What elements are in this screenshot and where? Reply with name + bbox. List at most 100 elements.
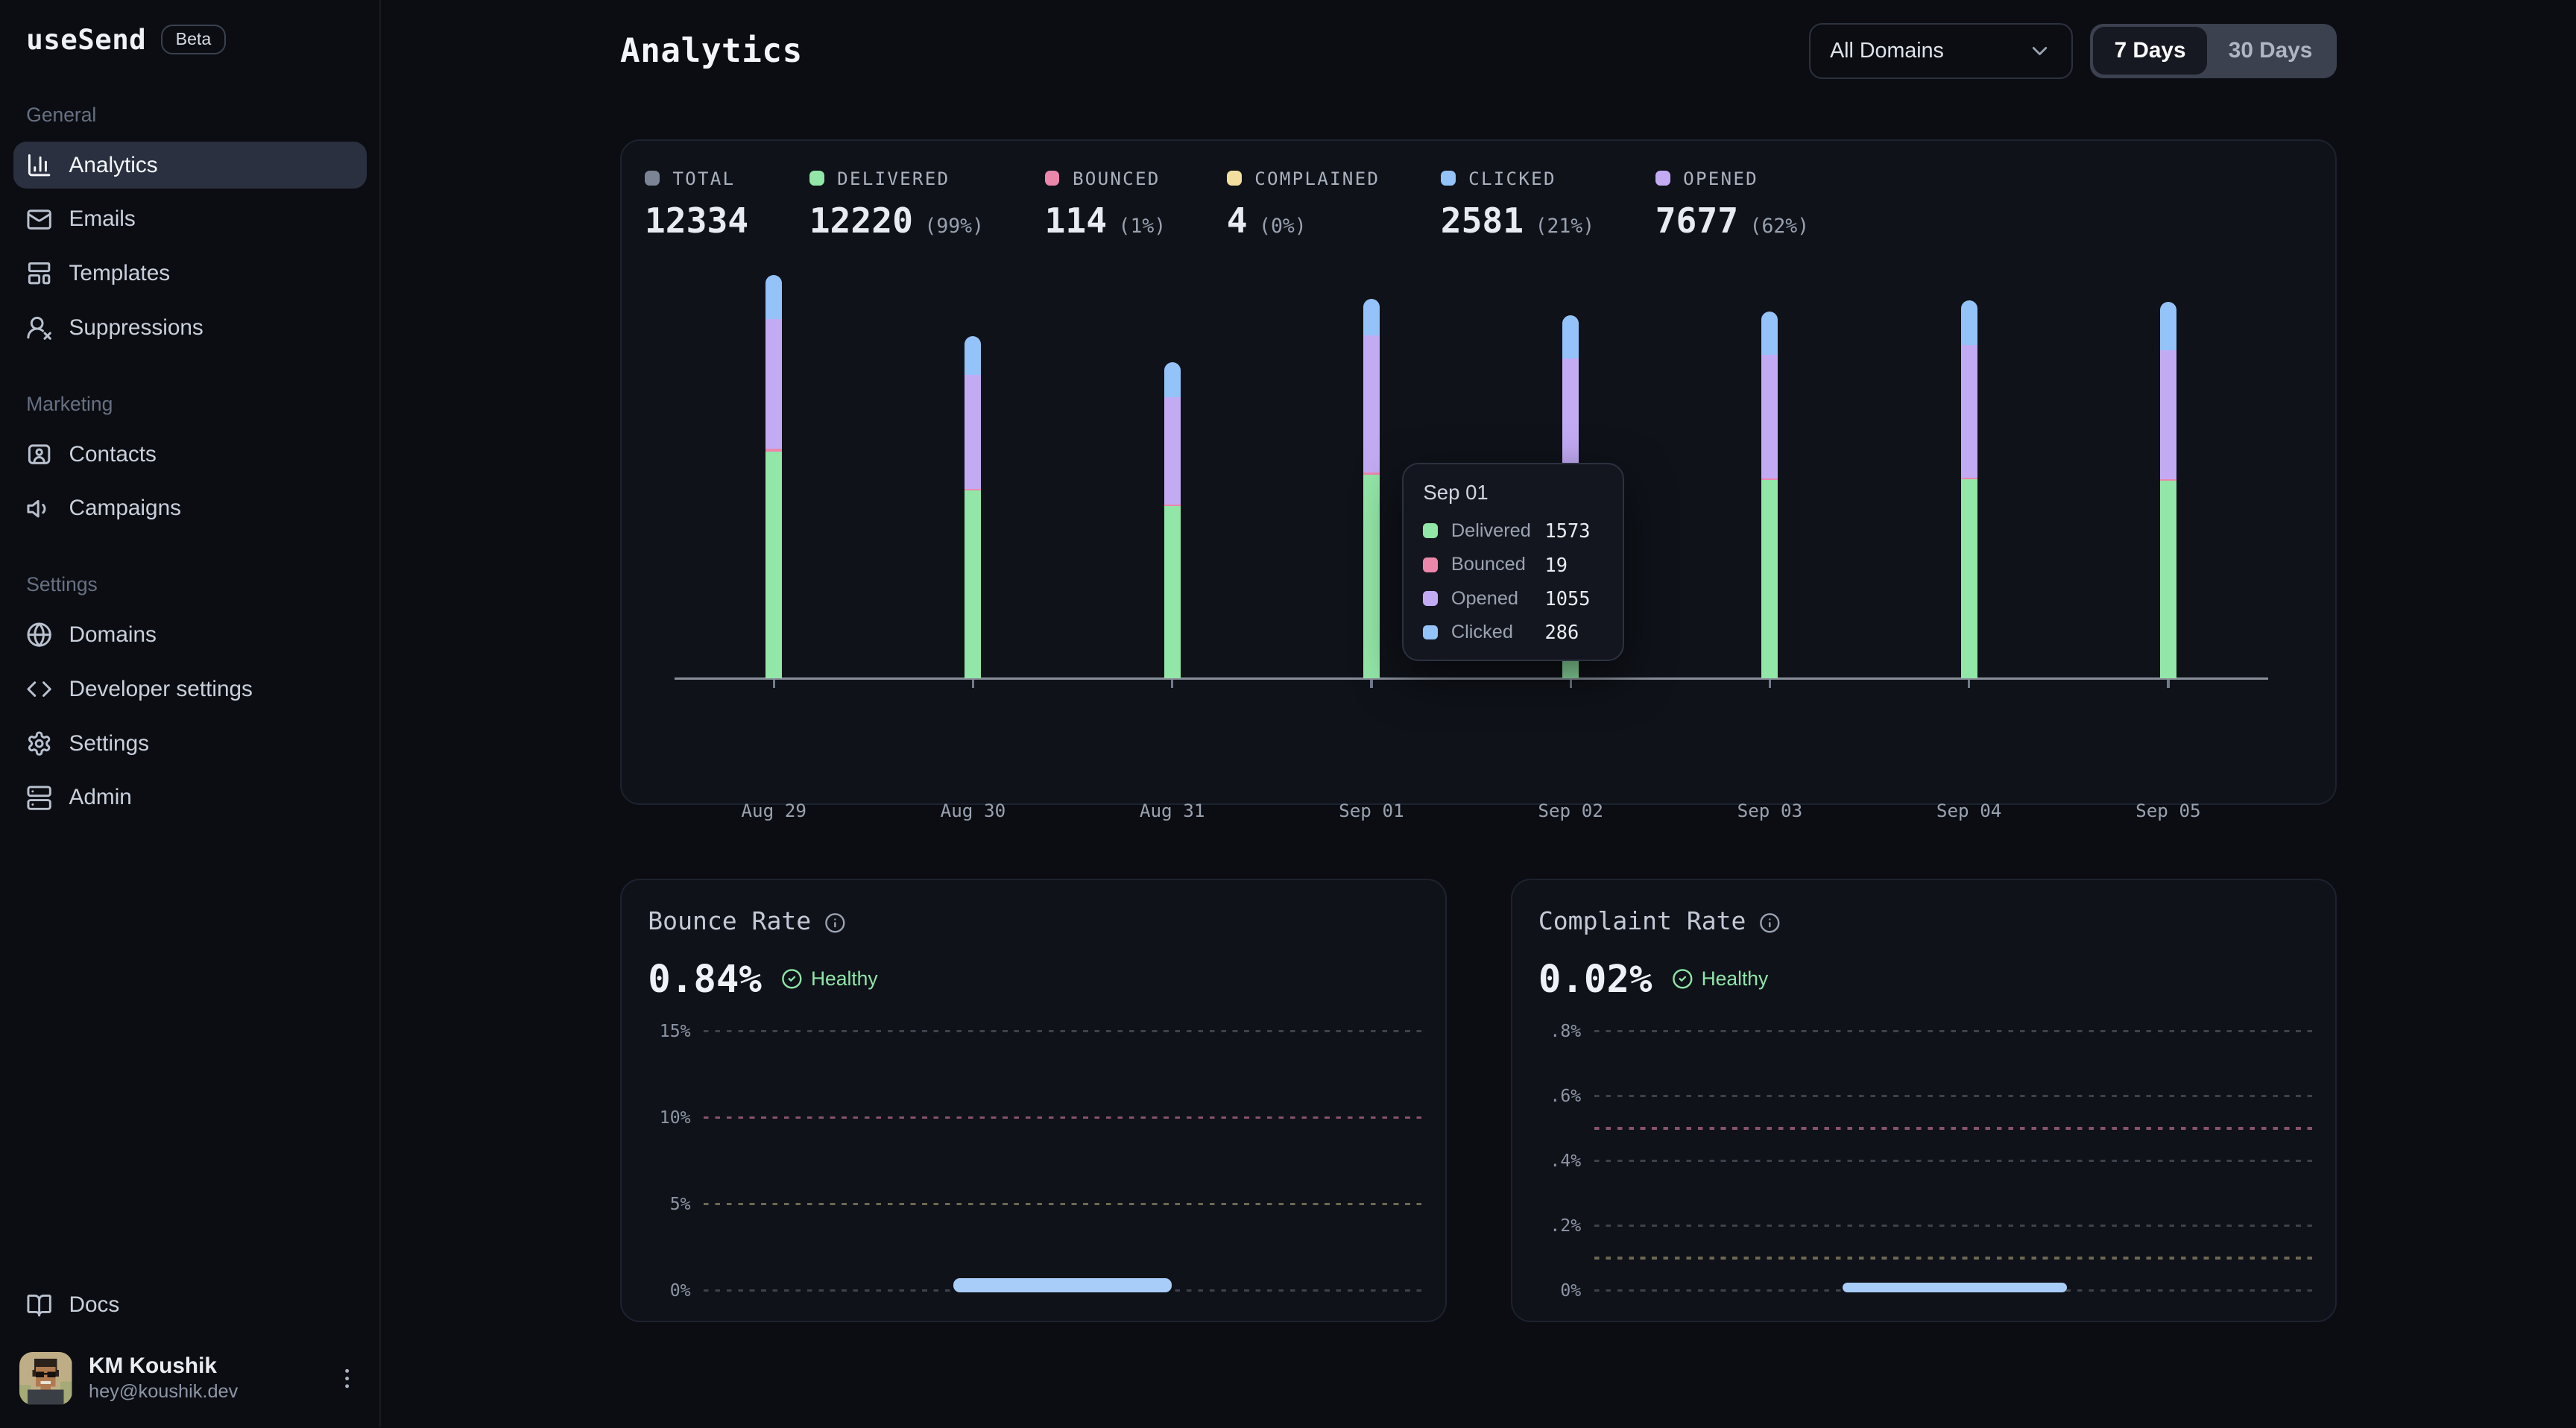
logo-row: useSend Beta <box>13 23 367 56</box>
volume-bar-segment-bounced <box>765 448 783 452</box>
x-axis-tick <box>1370 680 1373 689</box>
volume-bar-segment-delivered <box>1164 506 1181 679</box>
layout-template-icon <box>26 260 52 286</box>
tooltip-label: Opened <box>1450 587 1518 609</box>
stat-dot <box>644 171 660 186</box>
stat-label-row: BOUNCED <box>1044 168 1167 189</box>
code-icon <box>26 676 52 702</box>
stat-label: OPENED <box>1683 167 1758 189</box>
x-axis-label: Sep 04 <box>1936 800 2002 822</box>
stat-dot <box>1440 171 1456 186</box>
volume-bar-segment-delivered <box>2159 480 2176 679</box>
tooltip-label: Bounced <box>1450 554 1526 575</box>
user-menu[interactable]: KM Koushik hey@koushik.dev <box>13 1352 367 1405</box>
gridline-dashes <box>1594 1257 2313 1260</box>
volume-bar-sep-01[interactable] <box>1363 298 1380 679</box>
volume-bar-segment-opened <box>1164 397 1181 505</box>
stat-value: 114 <box>1044 200 1108 241</box>
sidebar-item-label: Campaigns <box>69 496 182 521</box>
stat-label-row: OPENED <box>1655 168 1809 189</box>
volume-bar-aug-29[interactable] <box>765 275 783 679</box>
sidebar-item-developer-settings[interactable]: Developer settings <box>13 666 367 713</box>
info-icon[interactable] <box>1759 911 1781 933</box>
domain-select[interactable]: All Domains <box>1808 22 2074 79</box>
sidebar-item-admin[interactable]: Admin <box>13 774 367 821</box>
rate-chart-bar[interactable] <box>953 1277 1172 1293</box>
y-tick-label: 0% <box>1560 1281 1582 1301</box>
x-axis-label: Sep 02 <box>1538 800 1603 822</box>
rate-value: 0.02% <box>1538 957 1652 1002</box>
y-tick-label: 5% <box>669 1195 691 1215</box>
rate-card-title-row: Complaint Rate <box>1538 906 2309 935</box>
sidebar-item-templates[interactable]: Templates <box>13 250 367 297</box>
volume-bar-segment-delivered <box>1960 478 1977 679</box>
more-vertical-icon[interactable] <box>334 1365 360 1391</box>
sidebar-item-label: Emails <box>69 206 136 232</box>
volume-bar-segment-clicked <box>1761 312 1778 355</box>
sidebar-item-domains[interactable]: Domains <box>13 611 367 659</box>
status-text: Healthy <box>1701 967 1769 991</box>
x-axis-tick <box>1171 680 1174 689</box>
stat-label: CLICKED <box>1468 167 1556 189</box>
volume-bar-sep-03[interactable] <box>1761 312 1778 679</box>
stat-label: DELIVERED <box>837 167 950 189</box>
sidebar-item-docs[interactable]: Docs <box>13 1281 367 1329</box>
rate-chart-bar[interactable] <box>1842 1283 2067 1293</box>
gridline-dashes <box>1594 1224 2313 1228</box>
range-option-30-days[interactable]: 30 Days <box>2228 38 2313 63</box>
volume-bar-segment-clicked <box>1562 315 1579 358</box>
tooltip-date: Sep 01 <box>1423 481 1489 505</box>
sidebar-item-label: Domains <box>69 622 157 648</box>
rate-value-row: 0.02% Healthy <box>1538 957 2309 1001</box>
info-icon[interactable] <box>824 911 846 933</box>
volume-bar-aug-30[interactable] <box>965 336 982 679</box>
volume-chart: Aug 29 Aug 30 Aug 31 Sep 01 Sep 02 Sep 03 Sep … <box>674 253 2268 821</box>
sidebar-section-marketing: Marketing Contacts Campaigns <box>13 393 367 532</box>
volume-bar-segment-delivered <box>965 490 982 679</box>
app-logo: useSend <box>26 22 147 56</box>
volume-bar-segment-delivered <box>765 452 783 679</box>
y-tick-label: 15% <box>659 1021 691 1041</box>
stat-value: 2581 <box>1440 200 1524 241</box>
sidebar-item-label: Templates <box>69 260 171 285</box>
main-area: Analytics All Domains 7 Days 30 Days TOTA… <box>381 0 2576 1427</box>
volume-bar-sep-04[interactable] <box>1960 300 1977 679</box>
page-header: Analytics All Domains 7 Days 30 Days <box>620 22 2337 79</box>
x-axis-label: Sep 05 <box>2135 800 2201 822</box>
sidebar-item-contacts[interactable]: Contacts <box>13 431 367 478</box>
volume-bar-segment-clicked <box>2159 302 2176 351</box>
tooltip-value: 286 <box>1544 621 1579 644</box>
sidebar-item-label: Contacts <box>69 441 157 467</box>
x-axis-line <box>674 677 2268 680</box>
range-option-7-days[interactable]: 7 Days <box>2092 27 2208 75</box>
status-text: Healthy <box>810 967 878 991</box>
rate-card-title-row: Bounce Rate <box>648 906 1418 935</box>
y-tick-label: .6% <box>1550 1086 1582 1106</box>
volume-bar-aug-31[interactable] <box>1164 362 1181 679</box>
stat-percentage: (62%) <box>1749 215 1810 238</box>
sidebar-item-settings[interactable]: Settings <box>13 720 367 768</box>
sidebar-item-analytics[interactable]: Analytics <box>13 141 367 189</box>
volume-bar-segment-bounced <box>2159 478 2176 481</box>
stat-value-row: 7677 (62%) <box>1655 200 1809 241</box>
tooltip-color-swatch <box>1423 557 1439 572</box>
volume-bar-segment-bounced <box>1363 472 1380 475</box>
bounce-rate-card: Bounce Rate 0.84% Healthy 15% 10% 5% 0% <box>620 879 1447 1323</box>
sidebar-item-suppressions[interactable]: Suppressions <box>13 304 367 352</box>
sidebar-item-emails[interactable]: Emails <box>13 195 367 243</box>
volume-bar-sep-05[interactable] <box>2159 302 2176 679</box>
gridline-dashes <box>1594 1029 2313 1033</box>
user-x-icon <box>26 315 52 341</box>
chevron-down-icon <box>2027 39 2052 63</box>
volume-bar-segment-opened <box>765 319 783 449</box>
chart-tooltip: Sep 01 Delivered 1573 Bounced 19 Opened 1055 C… <box>1401 463 1624 662</box>
content-column: Analytics All Domains 7 Days 30 Days TOTA… <box>620 0 2337 1323</box>
tooltip-row-clicked: Clicked 286 <box>1423 621 1603 643</box>
gear-icon <box>26 730 52 756</box>
rate-cards-row: Bounce Rate 0.84% Healthy 15% 10% 5% 0% Compla… <box>620 879 2337 1323</box>
tooltip-row-bounced: Bounced 19 <box>1423 554 1603 576</box>
sidebar-item-campaigns[interactable]: Campaigns <box>13 484 367 532</box>
volume-bar-segment-bounced <box>965 489 982 491</box>
stat-label-row: COMPLAINED <box>1226 168 1380 189</box>
stat-dot <box>1655 171 1670 186</box>
